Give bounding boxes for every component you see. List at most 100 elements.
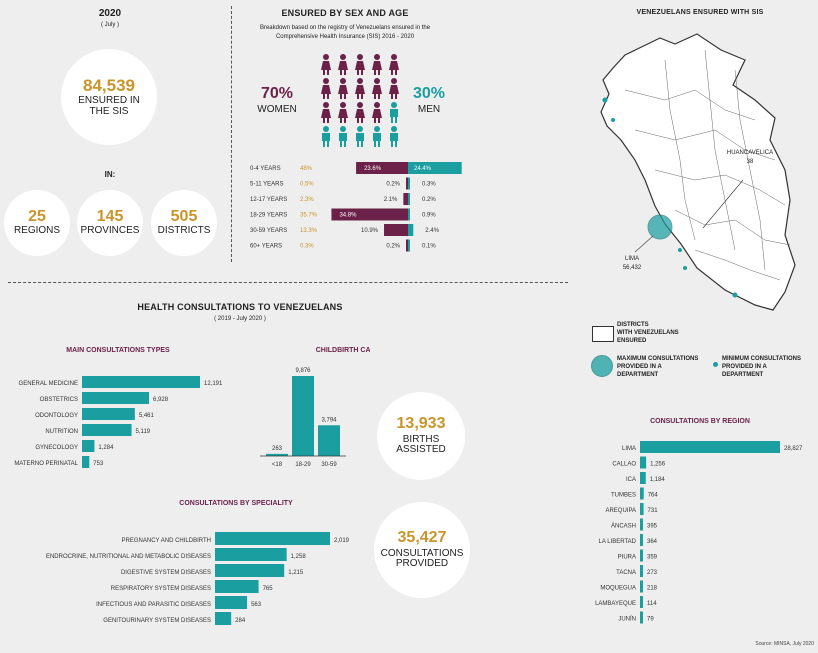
bar <box>640 596 643 608</box>
in-label: IN: <box>104 170 116 179</box>
category-label: GYNECOLOGY <box>35 445 78 451</box>
category-label: PREGNANCY AND CHILDBIRTH <box>122 538 211 544</box>
woman-icon <box>338 54 348 75</box>
woman-icon <box>321 78 331 99</box>
woman-icon <box>321 54 331 75</box>
age-label: 12-17 YEARS <box>250 197 287 203</box>
consultations-label-2: PROVIDED <box>395 558 449 570</box>
woman-icon <box>355 102 365 123</box>
value-label: 114 <box>647 601 657 607</box>
category-label: INFECTIOUS AND PARASITIC DISEASES <box>96 602 211 608</box>
women-bar <box>406 177 408 190</box>
value-label: 3,794 <box>321 417 337 423</box>
age-total: 13.3% <box>300 228 318 234</box>
bar <box>640 518 643 531</box>
consultations-circle: 35,427 CONSULTATIONS PROVIDED <box>374 502 470 598</box>
source: Source: MINSA, July 2020 <box>755 641 814 647</box>
bar <box>640 441 780 453</box>
category-label: CALLAO <box>612 462 636 468</box>
chart-title: CHILDBIRTH CARE <box>316 347 370 354</box>
value-label: 1,184 <box>650 477 666 483</box>
category-label: LAMBAYEQUE <box>595 601 636 607</box>
women-bar <box>403 193 408 205</box>
regions-number: 25 <box>28 208 46 226</box>
lima-bubble <box>647 214 673 240</box>
category-label: ICA <box>626 477 636 483</box>
value-label: 1,256 <box>650 462 666 468</box>
bar <box>215 580 259 593</box>
bar <box>640 487 644 500</box>
horizontal-divider <box>8 282 568 283</box>
value-label: 9,876 <box>295 368 311 374</box>
dot-south-1 <box>732 292 738 298</box>
value-label: 6,928 <box>153 397 169 403</box>
districts-label: DISTRICTS <box>157 225 211 237</box>
main-consultations-chart: MAIN CONSULTATIONS TYPES GENERAL MEDICINE… <box>14 347 223 468</box>
category-label: DIGESTIVE SYSTEM DISEASES <box>121 570 211 576</box>
lima-leader <box>634 235 654 253</box>
sex-age-subtitle-1: Breakdown based on the registry of Venez… <box>259 25 431 31</box>
category-label: ENDROCRINE, NUTRITIONAL AND METABOLIC DI… <box>46 554 211 560</box>
women-value: 10.9% <box>361 228 379 234</box>
category-label: TACNA <box>616 570 636 576</box>
value-label: 1,258 <box>291 554 307 560</box>
men-value: 0.2% <box>422 197 436 203</box>
men-bar <box>408 193 410 205</box>
health-period: ( 2019 - July 2020 ) <box>214 316 266 322</box>
value-label: 273 <box>647 570 658 576</box>
women-bar <box>331 208 408 221</box>
legend-max-2: PROVIDED IN A <box>617 364 662 370</box>
huancavelica-label: HUANCAVELICA <box>726 150 774 156</box>
provinces-number: 145 <box>96 208 124 226</box>
bar <box>215 532 330 545</box>
legend-districts-1: DISTRICTS <box>617 322 649 328</box>
chart-title: CONSULTATIONS BY SPECIALITY <box>179 500 293 507</box>
districts-circle: 505 DISTRICTS <box>151 190 217 256</box>
woman-icon <box>372 78 382 99</box>
men-label: MEN <box>417 104 441 115</box>
age-label: 60+ YEARS <box>250 244 282 250</box>
value-label: 5,119 <box>136 429 151 435</box>
age-total: 35.7% <box>300 213 318 219</box>
category-label: JUNÍN <box>618 616 636 623</box>
women-bar <box>384 224 408 236</box>
births-circle: 13,933 BIRTHS ASSISTED <box>377 392 465 480</box>
category-label: AREQUIPA <box>605 508 636 514</box>
consultations-number: 35,427 <box>397 529 447 547</box>
bar <box>82 440 95 452</box>
men-pct: 30% <box>412 85 446 102</box>
age-total: 2.3% <box>300 197 314 203</box>
age-total: 48% <box>300 166 313 172</box>
sex-age-chart: 0-4 YEARS 48% 23.6% 24.4% 5-11 YEARS 0.5% 0.2%… <box>250 162 462 252</box>
age-label: 5-11 YEARS <box>250 182 283 188</box>
vertical-divider <box>231 6 232 262</box>
category-label: GENITOURINARY SYSTEM DISEASES <box>103 618 211 624</box>
man-icon <box>356 126 364 147</box>
women-value: 23.6% <box>364 166 382 172</box>
legend-districts-3: ENSURED <box>617 338 647 344</box>
lima-value: 56,432 <box>622 265 642 271</box>
man-icon <box>322 126 330 147</box>
provinces-label: PROVINCES <box>80 225 140 237</box>
sex-age-subtitle-2: Comprehensive Health Insurance (SIS) 201… <box>275 34 415 40</box>
women-value: 0.2% <box>386 182 400 188</box>
category-label: ODONTOLOGY <box>35 413 78 419</box>
dot-north-2 <box>611 118 615 122</box>
peru-outline <box>600 33 796 311</box>
dot-ica <box>683 266 687 270</box>
woman-icon <box>372 102 382 123</box>
bar <box>292 376 314 456</box>
men-value: 0.1% <box>422 244 436 250</box>
value-label: 263 <box>272 446 283 452</box>
women-value: 0.2% <box>386 244 400 250</box>
category-label: GENERAL MEDICINE <box>19 381 78 387</box>
category-label: <18 <box>272 462 283 468</box>
district-lines <box>624 49 791 281</box>
ensured-number: 84,539 <box>83 75 135 95</box>
ensured-label-2: THE SIS <box>89 105 129 117</box>
bar <box>82 408 135 420</box>
region-chart: CONSULTATIONS BY REGION LIMA 28,827 CALLAO 1… <box>595 418 803 624</box>
category-label: RESPIRATORY SYSTEM DISEASES <box>111 586 211 592</box>
category-label: LA LIBERTAD <box>599 539 637 545</box>
peru-map <box>600 33 796 311</box>
